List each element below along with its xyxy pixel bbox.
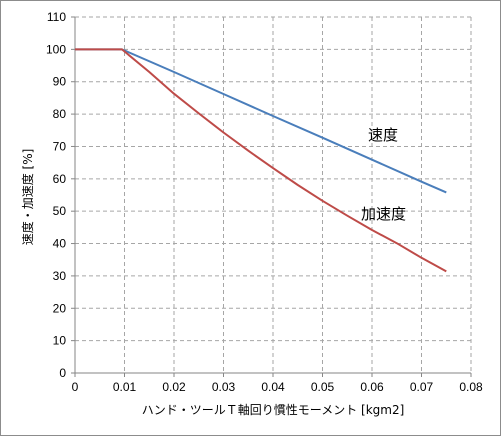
y-tick-label: 70 — [53, 139, 67, 153]
series-line-speed — [75, 48, 447, 194]
y-tick-label: 20 — [53, 301, 67, 315]
y-tick-label: 80 — [53, 107, 67, 121]
y-tick-label: 40 — [53, 237, 67, 251]
y-tick-label: 110 — [47, 10, 66, 24]
series-line-acceleration — [75, 48, 447, 273]
tick-labels: 0 10 20 30 40 50 60 70 80 90 100 110 0 0.01 0.02 0.03 0.… — [46, 10, 483, 394]
x-tick-label: 0.04 — [261, 380, 285, 394]
x-tick-label: 0.03 — [212, 380, 236, 394]
x-tick-label: 0.05 — [311, 380, 335, 394]
x-tick-label: 0.01 — [113, 380, 137, 394]
x-tick-label: 0.02 — [162, 380, 186, 394]
y-axis-title: 速度・加速度 [%] — [20, 149, 35, 246]
x-tick-label: 0.06 — [360, 380, 384, 394]
y-tick-label: 90 — [53, 75, 67, 89]
x-tick-label: 0 — [72, 380, 79, 394]
y-tick-label: 10 — [53, 334, 67, 348]
y-tick-label: 100 — [46, 42, 66, 56]
series-label-speed: 速度 — [368, 126, 398, 144]
x-tick-label: 0.08 — [459, 380, 483, 394]
series-label-acceleration: 加速度 — [361, 205, 406, 223]
grid — [75, 16, 472, 373]
y-tick-label: 0 — [59, 366, 66, 380]
x-tick-label: 0.07 — [410, 380, 434, 394]
y-tick-label: 50 — [53, 204, 67, 218]
y-tick-label: 60 — [53, 172, 67, 186]
series — [75, 48, 447, 273]
x-axis-title: ハンド・ツールＴ軸回り慣性モーメント [kgm2] — [142, 402, 405, 417]
y-tick-label: 30 — [53, 269, 67, 283]
axes — [71, 16, 472, 377]
